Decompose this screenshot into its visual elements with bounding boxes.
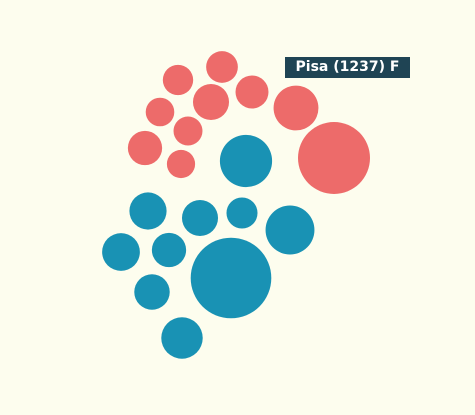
bubble-m-7[interactable] bbox=[134, 274, 170, 310]
bubble-f-9[interactable] bbox=[145, 97, 175, 127]
bubble-m-2[interactable] bbox=[219, 134, 273, 188]
tooltip: Pisa (1237) F bbox=[285, 57, 410, 78]
bubble-m-6[interactable] bbox=[129, 192, 167, 230]
bubble-m-3[interactable] bbox=[265, 205, 315, 255]
bubble-f-8[interactable] bbox=[127, 130, 163, 166]
bubble-f-1[interactable] bbox=[298, 122, 370, 194]
bubble-m-9[interactable] bbox=[151, 232, 187, 268]
bubble-f-10[interactable] bbox=[166, 149, 196, 179]
bubble-m-5[interactable] bbox=[102, 233, 140, 271]
bubble-f-4[interactable] bbox=[192, 83, 230, 121]
bubble-m-4[interactable] bbox=[161, 317, 203, 359]
bubble-m-10[interactable] bbox=[226, 197, 258, 229]
bubble-f-6[interactable] bbox=[206, 51, 238, 83]
bubble-m-1[interactable] bbox=[190, 237, 272, 319]
bubble-m-8[interactable] bbox=[181, 199, 219, 237]
bubble-f-5[interactable] bbox=[162, 64, 194, 96]
bubble-f-3[interactable] bbox=[235, 75, 269, 109]
bubble-f-7[interactable] bbox=[173, 116, 203, 146]
bubble-f-2[interactable] bbox=[273, 85, 319, 131]
